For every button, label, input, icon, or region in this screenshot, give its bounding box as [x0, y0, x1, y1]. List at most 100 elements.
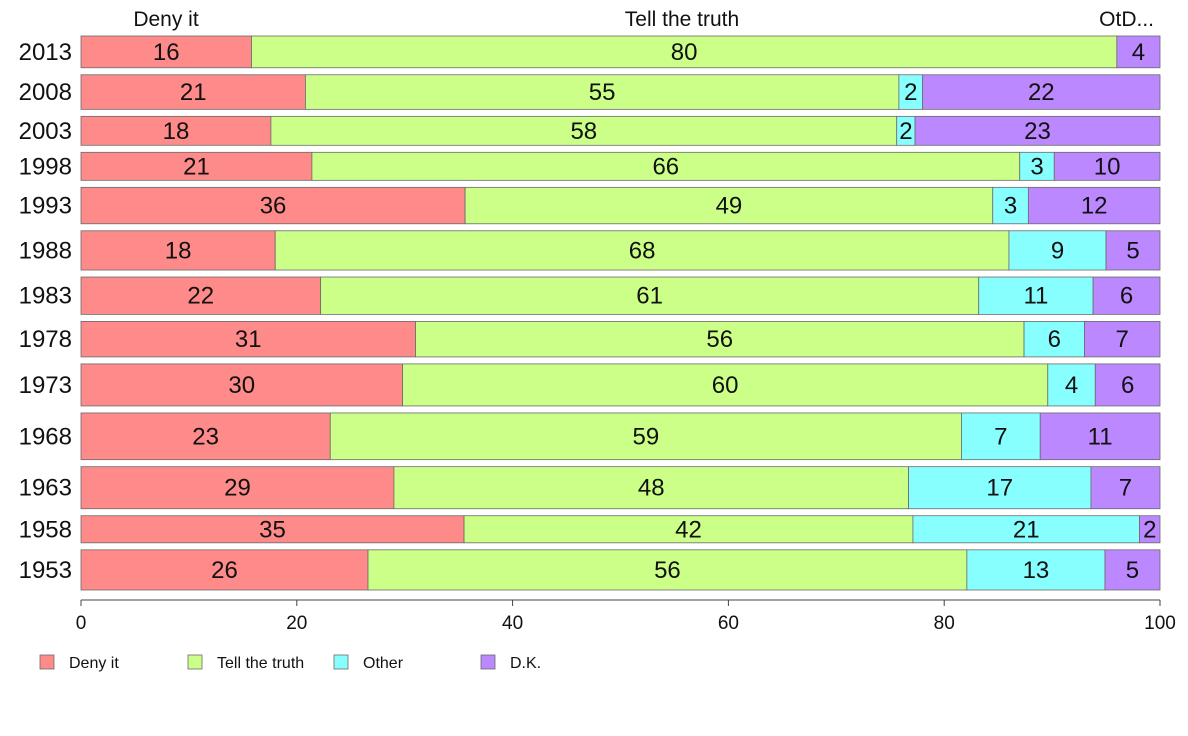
data-label-deny-it-1958: 35	[259, 516, 286, 543]
column-header-tell-the-truth: Tell the truth	[625, 8, 739, 31]
data-label-tell-the-truth-1993: 49	[716, 193, 743, 220]
bar-row-2003: 18 58 2 23	[80, 115, 1161, 146]
data-label-deny-it-1988: 18	[165, 237, 192, 264]
bar-segment-other-1978	[1023, 321, 1085, 358]
bar-segment-tell-the-truth-2003	[270, 115, 898, 146]
data-label-d-k-1988: 5	[1126, 237, 1139, 264]
bar-segment-d-k-1988	[1105, 230, 1161, 271]
data-label-tell-the-truth-1973: 60	[712, 372, 739, 399]
bar-segment-tell-the-truth-1998	[311, 151, 1021, 181]
data-label-d-k-1963: 7	[1119, 475, 1132, 502]
data-label-other-1953: 13	[1023, 557, 1050, 584]
bar-segment-d-k-1993	[1027, 186, 1161, 225]
legend-item-d-k: D.K.	[480, 654, 541, 672]
bar-segment-deny-it-1963	[80, 466, 395, 510]
year-label-1958: 1958	[19, 516, 72, 543]
bar-segment-deny-it-1953	[80, 549, 369, 591]
legend-item-deny-it: Deny it	[39, 654, 119, 672]
bar-segment-tell-the-truth-1983	[320, 276, 980, 315]
data-label-other-1958: 21	[1013, 516, 1040, 543]
data-label-d-k-1968: 11	[1088, 423, 1113, 450]
bar-segment-other-1968	[961, 412, 1041, 461]
bar-row-2008: 21 55 2 22	[80, 74, 1161, 110]
bar-segment-d-k-1963	[1090, 466, 1161, 510]
bar-segment-d-k-1973	[1094, 363, 1161, 407]
bar-segment-tell-the-truth-2008	[305, 74, 900, 110]
column-header-deny-it: Deny it	[133, 8, 199, 31]
data-label-d-k-1973: 6	[1121, 372, 1134, 399]
year-label-1953: 1953	[19, 557, 72, 584]
data-label-d-k-1978: 7	[1116, 326, 1129, 353]
data-label-tell-the-truth-2013: 80	[671, 39, 698, 66]
legend-label-tell-the-truth: Tell the truth	[217, 655, 304, 672]
data-label-deny-it-1973: 30	[228, 372, 255, 399]
bar-segment-d-k-1998	[1053, 151, 1161, 181]
legend: Deny it Tell the truth Other D.K.	[39, 654, 541, 672]
bar-segment-other-1973	[1047, 363, 1096, 407]
data-label-d-k-1983: 6	[1120, 283, 1133, 310]
bar-row-1993: 36 49 3 12	[80, 186, 1161, 225]
x-tick-label-100: 100	[1144, 613, 1176, 634]
data-label-deny-it-2013: 16	[153, 39, 180, 66]
bar-row-1968: 23 59 7 11	[80, 412, 1161, 461]
data-label-other-1963: 17	[986, 475, 1013, 502]
bar-segment-d-k-2008	[922, 74, 1161, 110]
data-label-d-k-1958: 2	[1143, 516, 1156, 543]
bar-row-2013: 16 80 4	[80, 35, 1161, 69]
data-label-other-1973: 4	[1065, 372, 1078, 399]
bar-segment-deny-it-1968	[80, 412, 331, 461]
data-label-other-1998: 3	[1030, 153, 1043, 180]
x-tick-label-60: 60	[718, 613, 739, 634]
bar-row-1958: 35 42 21 2	[80, 515, 1161, 544]
x-tick-label-80: 80	[934, 613, 955, 634]
bar-row-1988: 18 68 9 5	[80, 230, 1161, 271]
bar-segment-deny-it-1988	[80, 230, 276, 271]
data-label-deny-it-1963: 29	[224, 475, 251, 502]
data-label-other-1988: 9	[1051, 237, 1064, 264]
x-tick-label-40: 40	[502, 613, 523, 634]
x-tick-label-0: 0	[76, 613, 87, 634]
bar-segment-other-1998	[1019, 151, 1055, 181]
bar-segment-deny-it-1993	[80, 186, 466, 225]
bar-segment-tell-the-truth-1973	[402, 363, 1049, 407]
data-label-deny-it-1983: 22	[187, 283, 214, 310]
data-label-tell-the-truth-1998: 66	[652, 153, 679, 180]
bar-row-1998: 21 66 3 10	[80, 151, 1161, 181]
bar-segment-tell-the-truth-2013	[251, 35, 1118, 69]
year-label-1998: 1998	[19, 153, 72, 180]
data-label-tell-the-truth-1988: 68	[629, 237, 656, 264]
year-label-2013: 2013	[19, 39, 72, 66]
data-label-other-2008: 2	[904, 79, 917, 106]
x-tick-label-20: 20	[286, 613, 307, 634]
bar-segment-d-k-1978	[1084, 321, 1161, 358]
bar-segment-d-k-2003	[914, 115, 1161, 146]
data-label-other-1983: 11	[1023, 283, 1048, 310]
data-label-tell-the-truth-1978: 56	[706, 326, 733, 353]
year-label-2003: 2003	[19, 118, 72, 145]
bar-segment-deny-it-2008	[80, 74, 306, 110]
data-label-deny-it-2008: 21	[180, 79, 207, 106]
legend-label-deny-it: Deny it	[69, 655, 119, 672]
data-label-d-k-2003: 23	[1024, 118, 1051, 145]
data-label-tell-the-truth-2003: 58	[570, 118, 597, 145]
legend-swatch-deny-it	[39, 654, 55, 670]
data-label-d-k-1998: 10	[1094, 153, 1121, 180]
year-label-1983: 1983	[19, 283, 72, 310]
data-label-tell-the-truth-1983: 61	[636, 283, 663, 310]
data-label-d-k-1953: 5	[1126, 557, 1139, 584]
data-label-deny-it-1978: 31	[235, 326, 262, 353]
year-label-1973: 1973	[19, 372, 72, 399]
bar-segment-deny-it-1973	[80, 363, 403, 407]
data-label-deny-it-2003: 18	[163, 118, 190, 145]
bar-row-1983: 22 61 11 6	[80, 276, 1161, 315]
bar-segment-d-k-1958	[1139, 515, 1161, 544]
bar-segment-other-1983	[978, 276, 1094, 315]
data-label-other-1978: 6	[1048, 326, 1061, 353]
data-label-other-1968: 7	[994, 423, 1007, 450]
year-labels: 2013 2008 2003 1998 1993 1988 1983 1978 1973 1968…	[19, 39, 72, 584]
bar-segment-tell-the-truth-1958	[463, 515, 914, 544]
year-label-1988: 1988	[19, 237, 72, 264]
bar-row-1963: 29 48 17 7	[80, 466, 1161, 510]
legend-label-other: Other	[363, 655, 404, 672]
data-label-other-2003: 2	[899, 118, 912, 145]
